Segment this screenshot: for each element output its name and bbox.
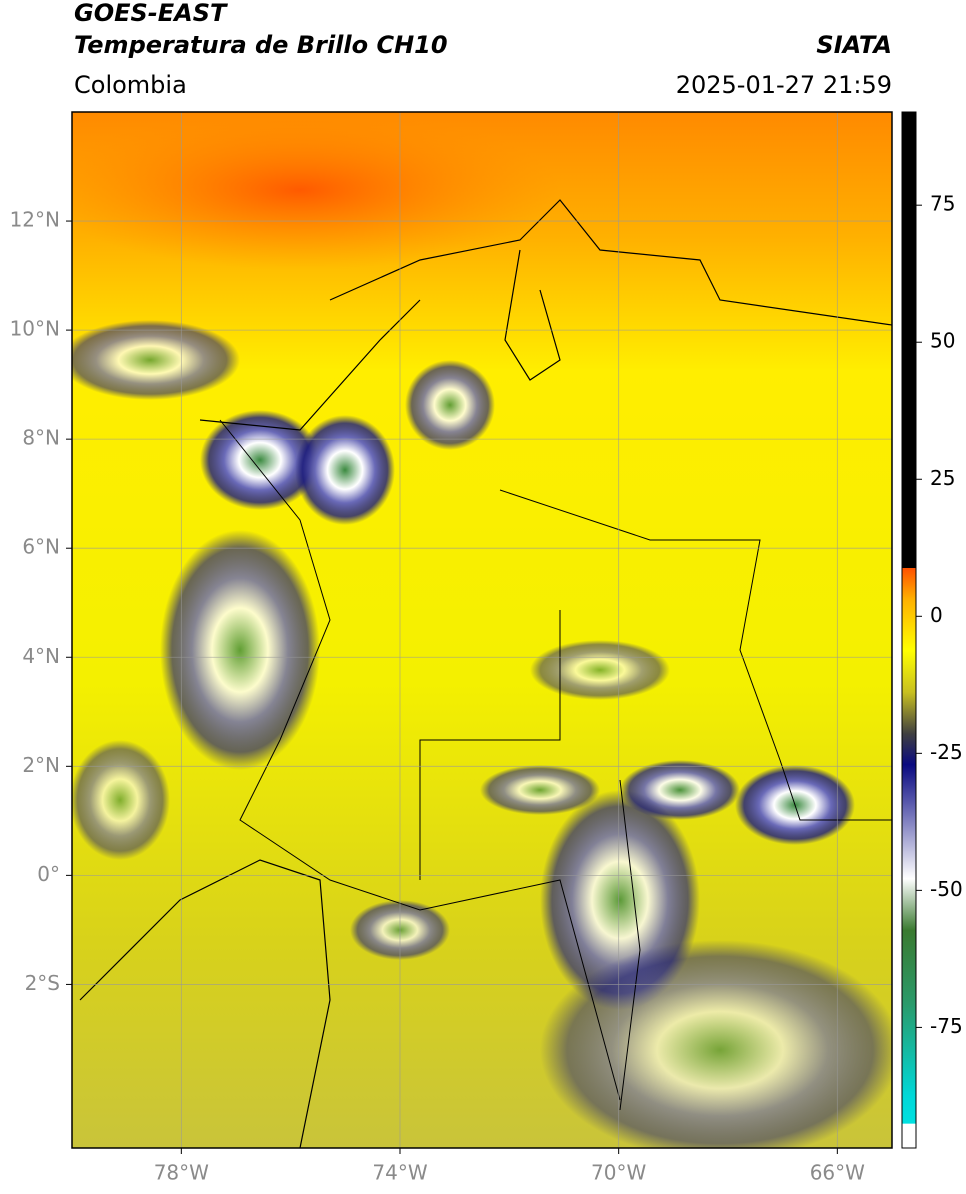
y-tick-label: 6°N [22,535,60,559]
y-tick-label: 2°N [22,753,60,777]
colorbar-tick-label: 75 [930,192,955,216]
colorbar-tick-label: 25 [930,466,955,490]
map-image [72,112,892,1148]
map-frame [71,111,893,1149]
colorbar-tick-label: -50 [930,877,963,901]
y-tick-label: 12°N [10,208,60,232]
title: GOES-EAST [74,0,228,27]
x-tick-label: 74°W [372,1161,427,1185]
x-tick-label: 66°W [810,1161,865,1185]
colorbar-tick-label: -25 [930,740,963,764]
region: Colombia [74,71,187,99]
colorbar-tick-label: 0 [930,603,943,627]
colorbar-tick-label: 50 [930,329,955,353]
datetime: 2025-01-27 21:59 [676,71,892,99]
colorbar [901,111,917,1149]
y-tick-label: 4°N [22,644,60,668]
source: SIATA [816,31,892,59]
colorbar-tick-label: -75 [930,1014,963,1038]
subtitle: Temperatura de Brillo CH10 [74,31,448,59]
y-tick-label: 0° [37,862,60,886]
x-tick-label: 70°W [591,1161,646,1185]
x-tick-label: 78°W [154,1161,209,1185]
y-tick-label: 8°N [22,426,60,450]
y-tick-label: 2°S [25,971,60,995]
y-tick-label: 10°N [10,317,60,341]
